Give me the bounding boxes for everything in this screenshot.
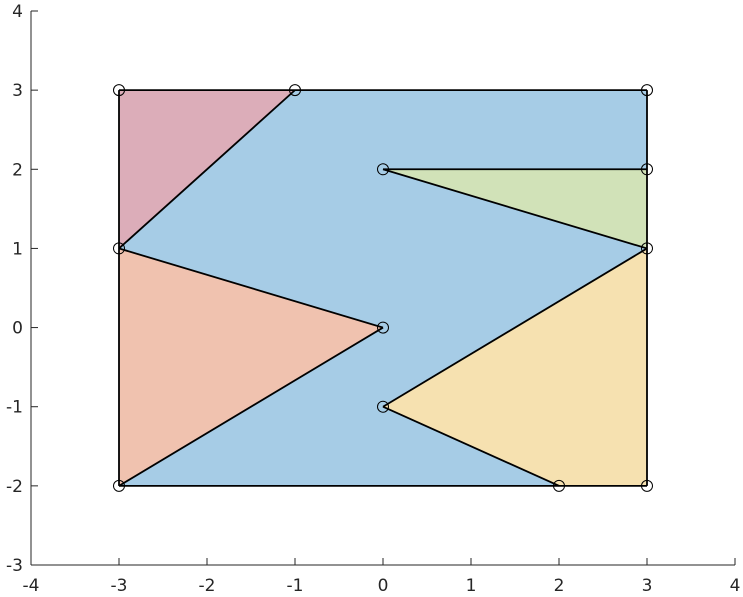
vertex-marker-6 [641, 242, 653, 255]
x-tick-label: -2 [199, 576, 216, 596]
edge-6 [118, 326, 384, 487]
vertex-marker-1 [289, 84, 301, 97]
yellow-region [383, 248, 647, 486]
edge-10 [382, 405, 560, 487]
edge-5 [118, 247, 384, 329]
edge-4 [118, 89, 296, 250]
x-tick-label: 0 [378, 576, 389, 596]
vertex-marker-4 [641, 163, 653, 176]
y-tick-label: -3 [6, 556, 23, 576]
x-tick-label: 4 [730, 576, 741, 596]
y-tick-label: 2 [12, 160, 23, 180]
vertex-marker-10 [553, 479, 565, 492]
vertex-marker-11 [641, 479, 653, 492]
x-tick-label: -3 [111, 576, 128, 596]
y-tick-label: -1 [6, 398, 23, 418]
edges-layer [118, 89, 648, 487]
x-tick-label: 1 [466, 576, 477, 596]
pink-region [119, 90, 295, 249]
vertices-layer [113, 84, 653, 492]
vertex-marker-0 [113, 84, 125, 97]
vertex-marker-3 [377, 163, 389, 176]
x-tick-label: 2 [554, 576, 565, 596]
y-tick-label: 1 [12, 239, 23, 259]
edge-8 [382, 168, 648, 250]
x-tick-label: -4 [23, 576, 40, 596]
regions-layer [119, 90, 647, 486]
vertex-marker-9 [113, 479, 125, 492]
y-tick-label: 3 [12, 81, 23, 101]
y-tick-label: 0 [12, 319, 23, 339]
vertex-marker-8 [377, 400, 389, 413]
x-tick-label: 3 [642, 576, 653, 596]
y-tick-label: 4 [12, 2, 23, 22]
salmon-region [119, 248, 383, 486]
edge-9 [382, 247, 648, 408]
vertex-marker-7 [377, 321, 389, 334]
x-tick-label: -1 [287, 576, 304, 596]
vertex-marker-2 [641, 84, 653, 97]
blue-region [119, 90, 647, 486]
vertex-marker-5 [113, 242, 125, 255]
y-tick-label: -2 [6, 477, 23, 497]
